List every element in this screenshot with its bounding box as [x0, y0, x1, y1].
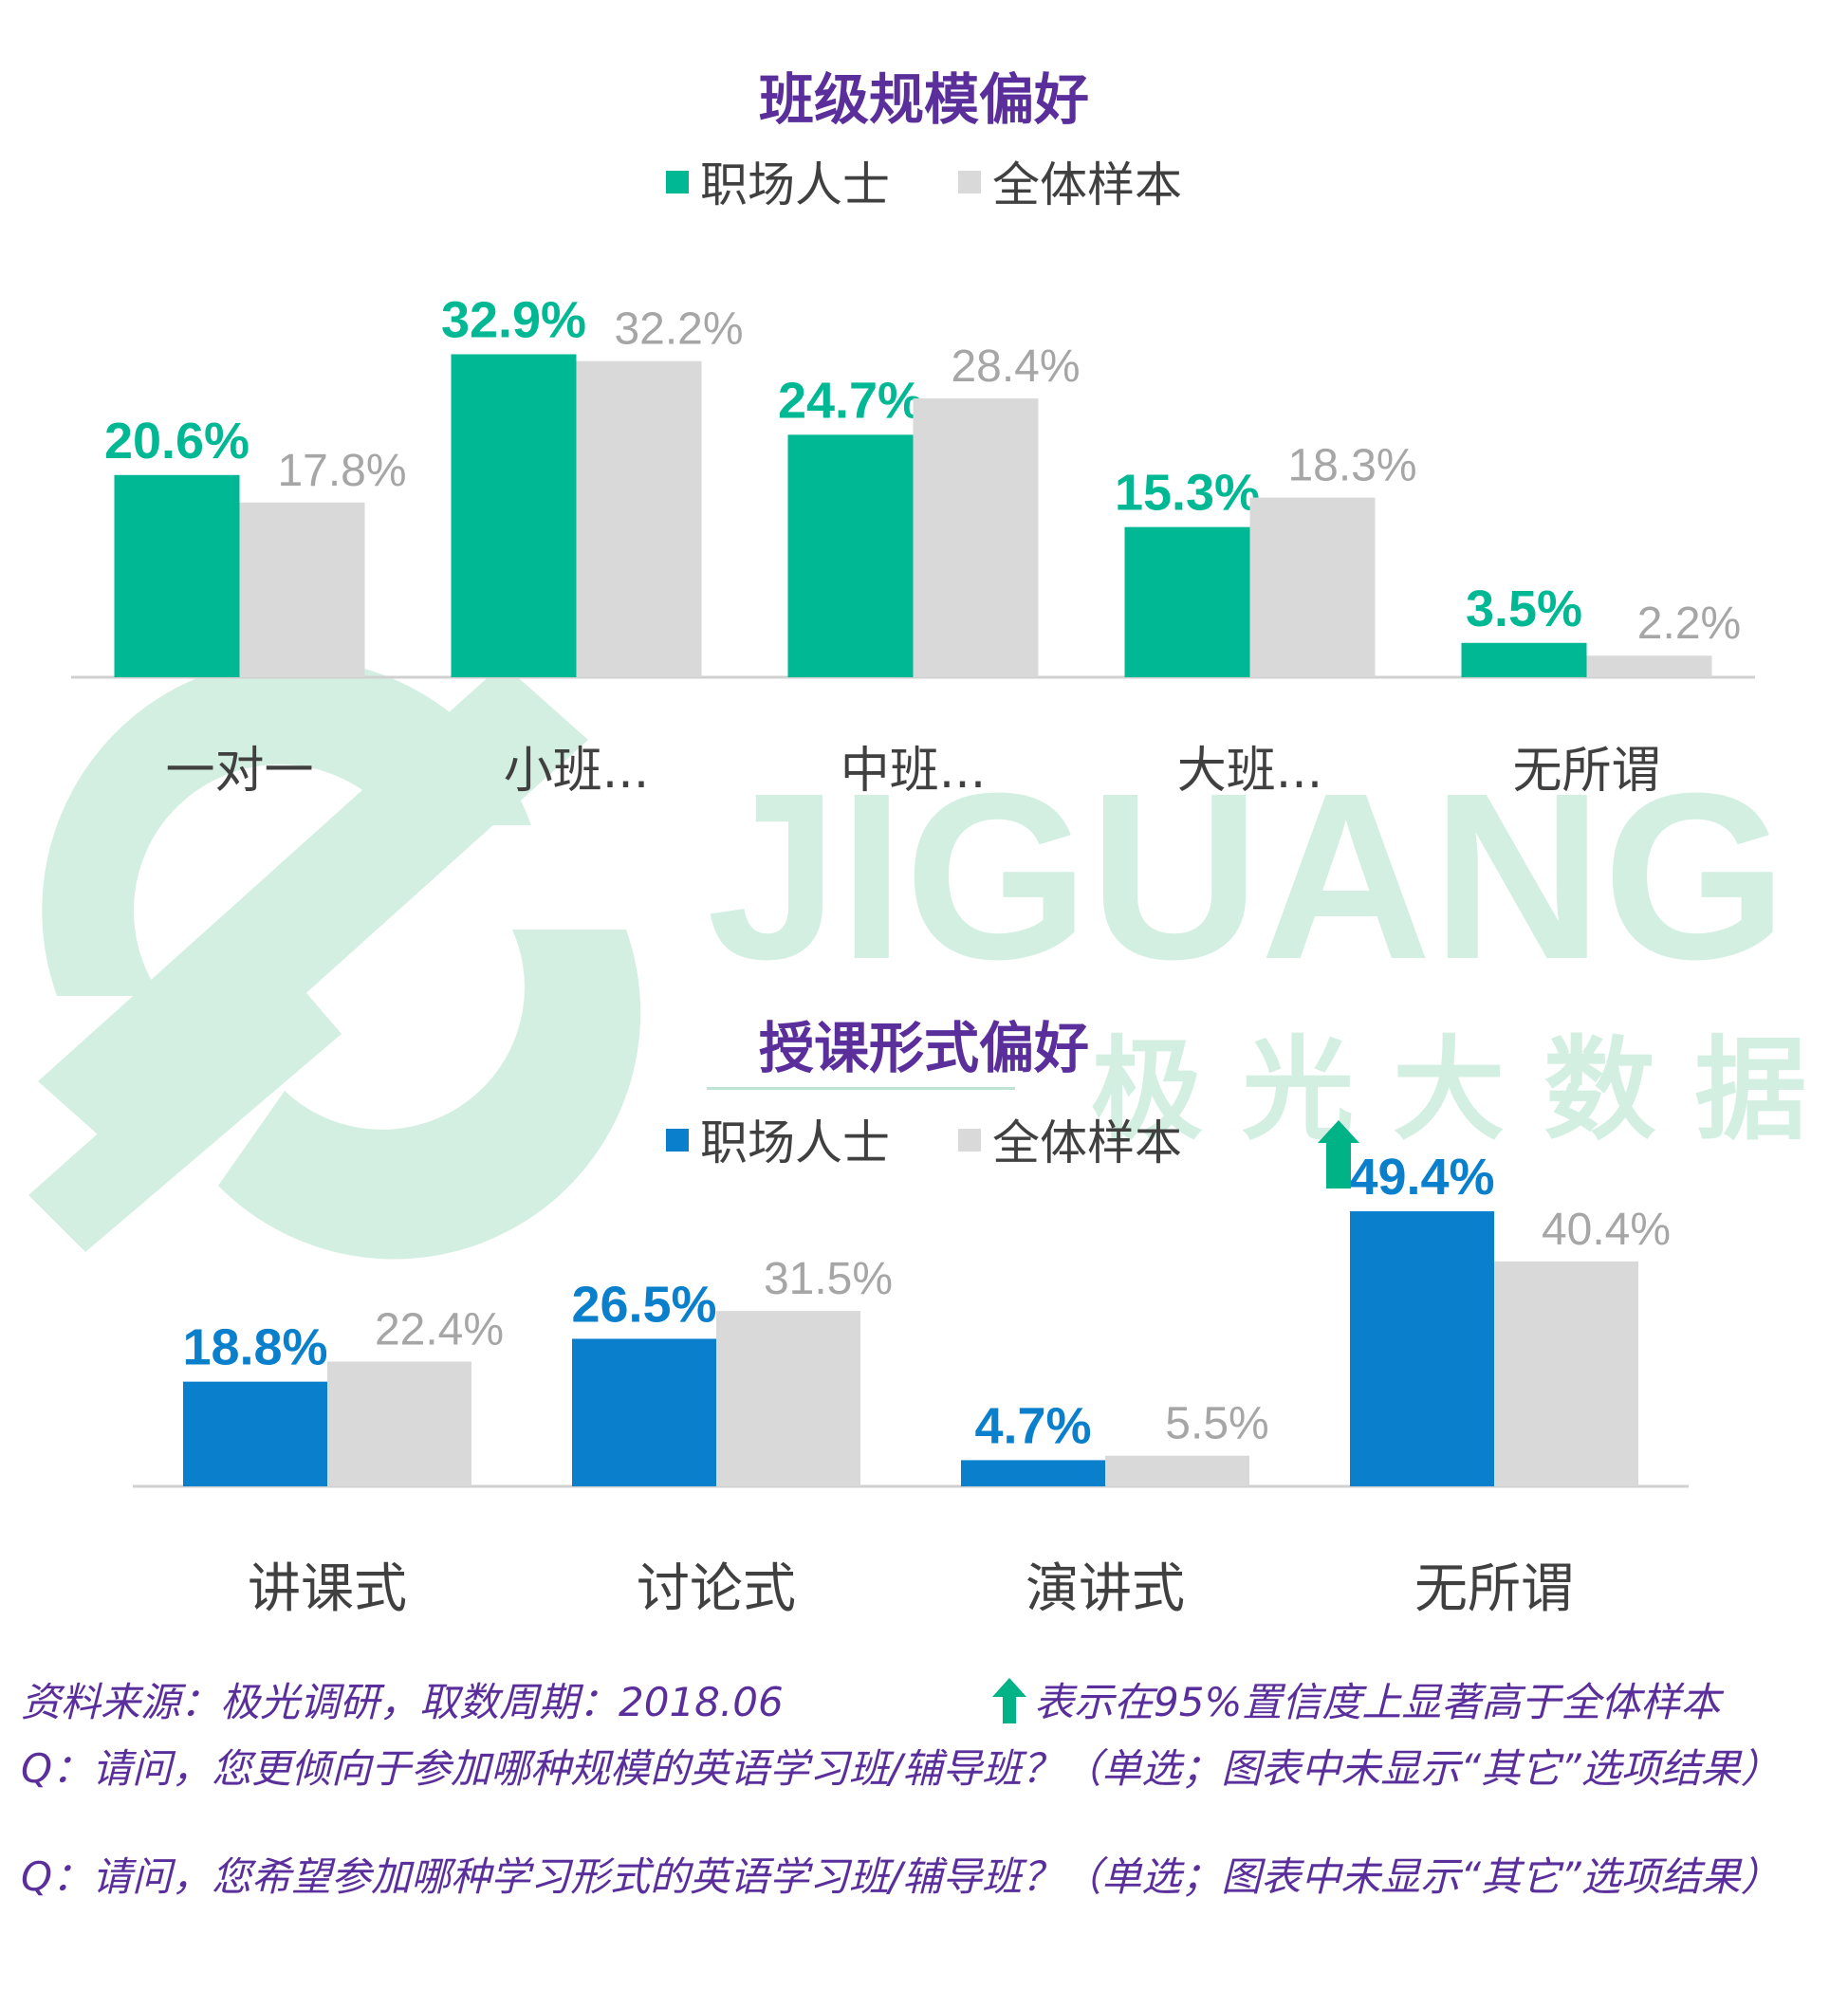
chart1-legend: 职场人士 全体样本: [0, 147, 1848, 215]
chart1-value-label-professional-4: 3.5%: [1466, 580, 1582, 637]
chart2-title-underline: [707, 1087, 1015, 1090]
chart1-value-label-all-0: 17.8%: [277, 446, 406, 496]
chart2-value-label-all-3: 40.4%: [1542, 1205, 1671, 1255]
chart1-legend-swatch-all: [957, 171, 981, 193]
chart2-title: 授课形式偏好: [758, 1016, 1089, 1080]
watermark-brand-en: JIGUANG: [707, 744, 1787, 1008]
chart2-value-label-all-1: 31.5%: [764, 1254, 893, 1304]
chart2-bar-professional-1: [572, 1338, 716, 1486]
chart1-legend-item-all: 全体样本: [957, 147, 1182, 215]
chart2-category-label-2: 演讲式: [1026, 1558, 1185, 1620]
chart2-bar-professional-0: [183, 1381, 327, 1486]
chart2-legend-item-professional: 职场人士: [666, 1105, 890, 1173]
chart2-value-label-professional-2: 4.7%: [974, 1397, 1091, 1454]
chart2-legend-swatch-professional: [666, 1129, 690, 1152]
chart2-bar-all-1: [716, 1311, 860, 1486]
chart1-value-label-all-1: 32.2%: [614, 304, 743, 355]
question-1: Q：请问，您更倾向于参加哪种规模的英语学习班/辅导班？（单选；图表中未显示“其它…: [21, 1745, 1781, 1792]
chart1-category-label-3: 大班...: [1177, 743, 1323, 800]
question-2: Q：请问，您希望参加哪种学习形式的英语学习班/辅导班？（单选；图表中未显示“其它…: [21, 1853, 1781, 1900]
significance-up-arrow-icon: [1318, 1120, 1359, 1189]
chart2-value-label-all-0: 22.4%: [375, 1305, 504, 1355]
chart2-legend-item-all: 全体样本: [957, 1105, 1182, 1173]
chart2-value-label-professional-0: 18.8%: [182, 1319, 327, 1376]
up-arrow-icon: [992, 1678, 1026, 1723]
chart1-bar-all-2: [913, 398, 1039, 677]
chart1-bar-all-0: [239, 502, 365, 677]
chart2-value-label-professional-1: 26.5%: [571, 1276, 716, 1333]
chart1-category-label-2: 中班...: [841, 743, 987, 800]
chart1-value-label-professional-0: 20.6%: [104, 413, 249, 470]
chart1-bar-professional-0: [114, 474, 240, 677]
chart1-bar-professional-4: [1461, 642, 1587, 677]
chart1-legend-swatch-professional: [666, 171, 690, 193]
chart1-bar-all-3: [1249, 497, 1376, 677]
chart2-value-label-professional-3: 49.4%: [1349, 1149, 1494, 1206]
chart2-bar-all-2: [1105, 1455, 1249, 1486]
source-note: 资料来源：极光调研，取数周期：2018.06: [21, 1679, 784, 1725]
chart1-value-label-professional-1: 32.9%: [441, 291, 586, 348]
chart1-bar-professional-2: [787, 434, 914, 677]
chart1-legend-label-professional: 职场人士: [700, 157, 891, 212]
chart1-legend-item-professional: 职场人士: [666, 147, 890, 215]
chart2-plot: 18.8% 22.4% 讲课式 26.5% 31.5% 讨论式 4.7% 5.5% 演讲式 49.…: [133, 1120, 1689, 1620]
chart2-category-label-1: 讨论式: [637, 1558, 796, 1620]
chart2-bar-professional-3: [1350, 1211, 1494, 1486]
chart1-value-label-all-4: 2.2%: [1637, 599, 1741, 649]
chart2-legend-label-professional: 职场人士: [700, 1115, 891, 1170]
chart1-category-label-0: 一对一: [165, 743, 313, 800]
chart2-value-label-all-2: 5.5%: [1165, 1399, 1268, 1449]
chart2-bar-all-0: [327, 1361, 471, 1486]
chart1-value-label-all-2: 28.4%: [951, 341, 1080, 392]
chart1-value-label-professional-2: 24.7%: [778, 372, 923, 429]
watermark-logo-icon: [28, 658, 641, 1260]
chart1-plot: 20.6% 17.8% 一对一 32.9% 32.2% 小班... 24.7% 28.4% 中班…: [71, 291, 1755, 800]
chart1-value-label-all-3: 18.3%: [1287, 441, 1416, 491]
chart2-category-label-3: 无所谓: [1414, 1558, 1574, 1620]
chart1-bar-professional-3: [1124, 526, 1250, 677]
chart2-legend-swatch-all: [957, 1129, 981, 1152]
chart2-category-label-0: 讲课式: [248, 1558, 407, 1620]
chart2-legend-label-all: 全体样本: [991, 1115, 1182, 1170]
chart2-legend: 职场人士 全体样本: [0, 1105, 1848, 1173]
watermark-brand-cn: 极 光 大 数 据: [1091, 1024, 1806, 1155]
chart1-title: 班级规模偏好: [758, 67, 1089, 132]
chart2-bar-professional-2: [961, 1460, 1105, 1486]
chart2-bar-all-3: [1494, 1261, 1638, 1486]
chart1-bar-all-4: [1586, 655, 1712, 677]
chart1-legend-label-all: 全体样本: [991, 157, 1182, 212]
chart1-bar-all-1: [576, 360, 702, 677]
chart1-category-label-1: 小班...: [504, 743, 650, 800]
chart1-value-label-professional-3: 15.3%: [1115, 465, 1260, 522]
significance-legend: 表示在95%置信度上显著高于全体样本: [992, 1677, 1720, 1728]
chart1-bar-professional-1: [451, 354, 577, 677]
chart1-category-label-4: 无所谓: [1512, 743, 1660, 800]
significance-legend-text: 表示在95%置信度上显著高于全体样本: [1034, 1679, 1721, 1725]
